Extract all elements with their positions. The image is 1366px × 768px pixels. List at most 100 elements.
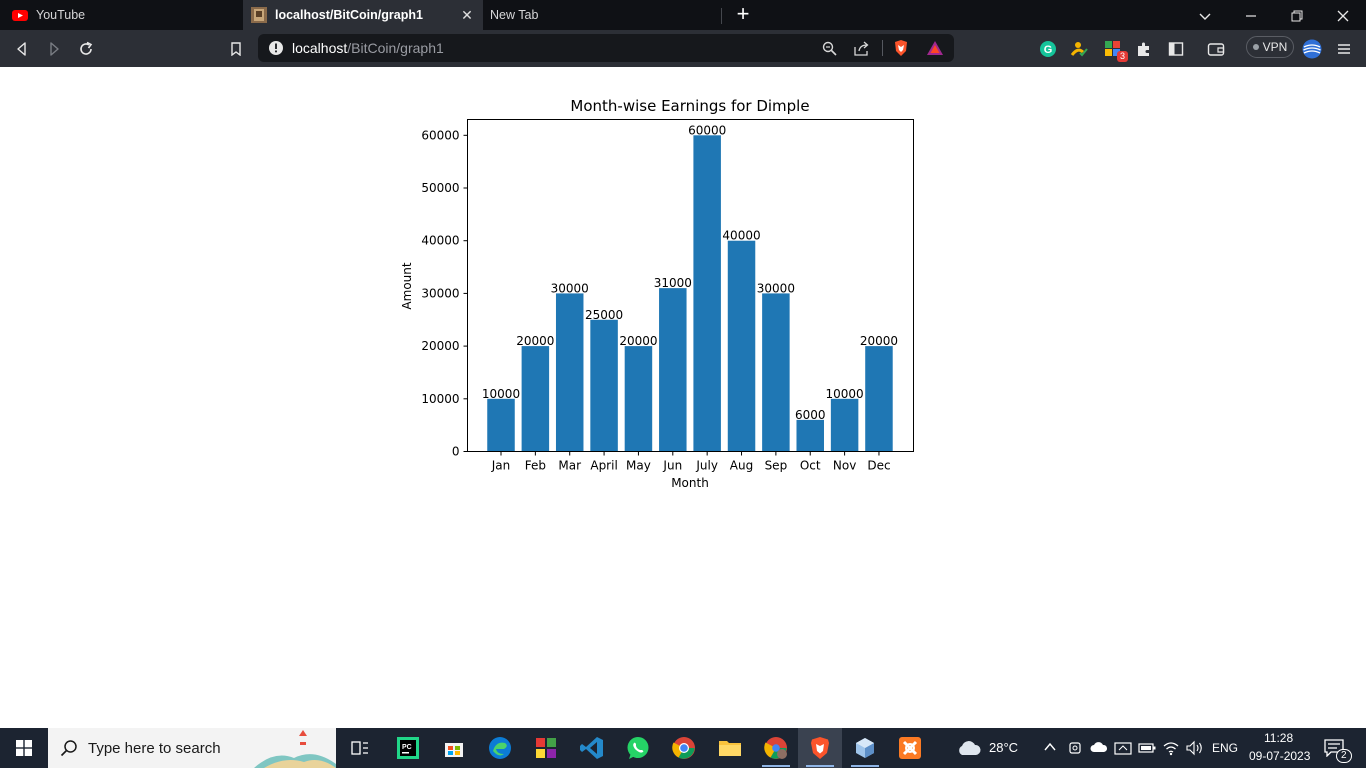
person-check-icon <box>1070 42 1088 57</box>
wifi-icon[interactable] <box>1162 740 1180 756</box>
extension-badge: 3 <box>1116 51 1128 62</box>
task-view-button[interactable] <box>338 728 382 768</box>
vpn-button[interactable]: VPN <box>1246 36 1294 58</box>
menu-button[interactable] <box>1333 38 1355 60</box>
search-highlight-icon <box>254 730 336 768</box>
puzzle-grid-icon <box>1105 41 1120 56</box>
xampp-icon <box>899 737 921 759</box>
reload-button[interactable] <box>73 36 99 62</box>
cube-icon <box>856 738 874 758</box>
bar-value-label: 30000 <box>551 281 589 295</box>
chrome-profile-app[interactable] <box>754 728 798 768</box>
bar-value-label: 20000 <box>516 334 554 348</box>
sidebar-icon <box>1168 42 1184 56</box>
extensions-button[interactable] <box>1133 38 1155 60</box>
y-tick-label: 40000 <box>421 234 459 248</box>
brave-app[interactable] <box>798 728 842 768</box>
share-icon[interactable] <box>854 41 870 56</box>
tray-chevron-up-icon[interactable] <box>1044 742 1056 752</box>
volume-icon[interactable] <box>1186 740 1204 756</box>
bar-value-label: 6000 <box>795 408 826 422</box>
tab-youtube[interactable]: YouTube <box>0 0 242 30</box>
tab-title: YouTube <box>36 8 86 22</box>
bar-value-label: 20000 <box>619 334 657 348</box>
zoom-icon[interactable] <box>822 41 837 56</box>
onedrive-cloud-icon[interactable] <box>1090 741 1108 753</box>
brave-shields-icon[interactable] <box>892 39 910 57</box>
start-button[interactable] <box>0 728 48 768</box>
xampp-app[interactable] <box>888 728 932 768</box>
back-button[interactable] <box>9 36 35 62</box>
forward-button[interactable] <box>41 36 67 62</box>
profile-button[interactable] <box>1301 38 1323 60</box>
chrome-icon <box>672 737 695 759</box>
whatsapp-app[interactable] <box>616 728 660 768</box>
extension-person-button[interactable] <box>1068 38 1090 60</box>
pycharm-app[interactable]: PC <box>386 728 430 768</box>
minimize-button[interactable] <box>1228 0 1274 30</box>
x-tick-label: May <box>626 459 651 473</box>
new-tab-button[interactable]: + <box>736 1 750 26</box>
virtualbox-app[interactable] <box>843 728 887 768</box>
colorful-app[interactable] <box>524 728 568 768</box>
y-tick-label: 10000 <box>421 392 459 406</box>
bar <box>865 346 893 452</box>
tab-new-tab[interactable]: New Tab <box>484 0 720 30</box>
x-tick-label: Mar <box>558 459 581 473</box>
site-info-icon[interactable] <box>268 40 284 56</box>
x-axis-ticks: Jan Feb Mar April May Jun July Aug Sep Oct Nov Dec <box>491 451 891 473</box>
battery-icon[interactable] <box>1138 742 1156 754</box>
y-tick-label: 20000 <box>421 339 459 353</box>
meet-now-icon[interactable] <box>1068 740 1082 756</box>
brave-rewards-icon[interactable] <box>926 39 944 57</box>
clock-time[interactable]: 11:28 <box>1264 731 1294 745</box>
close-window-button[interactable] <box>1320 0 1366 30</box>
grammarly-button[interactable]: G <box>1037 38 1059 60</box>
chrome-profile-icon <box>764 737 787 759</box>
y-tick-label: 30000 <box>421 286 459 300</box>
bookmark-button[interactable] <box>223 36 249 62</box>
taskbar-search[interactable]: Type here to search <box>48 728 336 768</box>
bar-value-label: 10000 <box>482 387 520 401</box>
page-favicon-icon <box>251 7 267 23</box>
browser-toolbar: localhost/BitCoin/graph1 G 3 VPN <box>0 30 1366 67</box>
notification-count-badge: 2 <box>1336 749 1352 763</box>
bar <box>727 240 756 452</box>
x-tick-label: Oct <box>800 459 821 473</box>
vscode-app[interactable] <box>570 728 614 768</box>
bar <box>624 346 653 452</box>
extension-badge-button[interactable]: 3 <box>1102 38 1128 62</box>
bar-series <box>487 135 893 452</box>
weather-temperature[interactable]: 28°C <box>989 740 1019 755</box>
notifications-icon[interactable] <box>1324 739 1344 757</box>
tab-search-button[interactable] <box>1182 0 1228 30</box>
page-content: Month-wise Earnings for Dimple Month Amo… <box>0 67 1366 728</box>
x-tick-label: July <box>695 459 718 473</box>
input-language[interactable]: ENG <box>1212 741 1239 755</box>
menu-icon <box>1338 44 1350 54</box>
y-tick-label: 60000 <box>421 128 459 142</box>
minimize-icon <box>1246 15 1256 17</box>
search-placeholder: Type here to search <box>88 740 221 757</box>
url-text: localhost/BitCoin/graph1 <box>292 40 444 56</box>
svg-text:G: G <box>1044 44 1053 56</box>
tab-graph1[interactable]: localhost/BitCoin/graph1 ✕ <box>243 0 483 30</box>
url-path: /BitCoin/graph1 <box>347 40 444 56</box>
network-status-icon[interactable] <box>1114 740 1132 756</box>
clock-date[interactable]: 09-07-2023 <box>1249 749 1311 763</box>
wallet-button[interactable] <box>1205 38 1227 60</box>
address-bar[interactable]: localhost/BitCoin/graph1 <box>258 34 954 62</box>
close-tab-icon[interactable]: ✕ <box>461 7 473 23</box>
omnibox-divider <box>882 40 883 56</box>
bar-value-label: 10000 <box>826 387 864 401</box>
restore-button[interactable] <box>1274 0 1320 30</box>
sidebar-button[interactable] <box>1165 38 1187 60</box>
chrome-app[interactable] <box>662 728 706 768</box>
edge-app[interactable] <box>478 728 522 768</box>
bar <box>555 293 584 452</box>
profile-avatar-icon <box>1302 39 1322 59</box>
vscode-icon <box>580 737 603 759</box>
file-explorer-app[interactable] <box>708 728 752 768</box>
microsoft-store-app[interactable] <box>432 728 476 768</box>
vpn-status-icon <box>1252 44 1259 50</box>
